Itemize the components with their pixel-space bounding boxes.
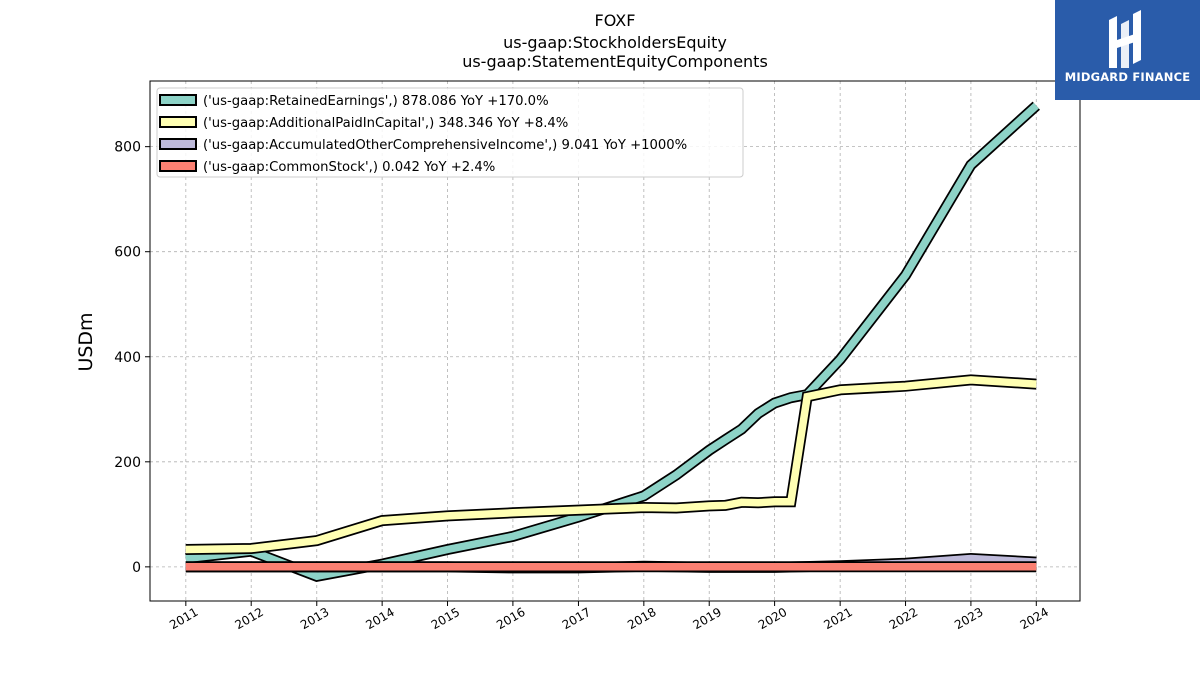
chart-title-line-3: us-gaap:StatementEquityComponents xyxy=(462,52,768,71)
legend-swatch xyxy=(159,94,197,106)
series-layer xyxy=(185,101,1040,582)
legend-label: ('us-gaap:AdditionalPaidInCapital',) 348… xyxy=(203,116,568,131)
y-tick-label: 0 xyxy=(132,560,141,576)
x-tick-label: 2012 xyxy=(232,605,265,632)
x-tick-label: 2018 xyxy=(625,605,658,632)
x-tick-label: 2014 xyxy=(363,605,396,632)
chart-title-line-2: us-gaap:StockholdersEquity xyxy=(503,33,727,52)
legend-swatch xyxy=(159,160,197,172)
y-tick-label: 600 xyxy=(114,245,141,261)
x-tick-label: 2023 xyxy=(952,605,985,632)
midgard-finance-logo: MIDGARD FINANCE xyxy=(1055,0,1200,100)
y-tick-label: 800 xyxy=(114,140,141,156)
x-tick-label: 2013 xyxy=(298,605,331,632)
x-tick-label: 2011 xyxy=(167,605,200,632)
y-tick-label: 200 xyxy=(114,455,141,471)
legend-label: ('us-gaap:CommonStock',) 0.042 YoY +2.4% xyxy=(203,160,495,175)
y-tick-label: 400 xyxy=(114,350,141,366)
x-tick-label: 2022 xyxy=(887,605,920,632)
legend-label: ('us-gaap:RetainedEarnings',) 878.086 Yo… xyxy=(203,94,549,109)
x-tick-label: 2024 xyxy=(1018,605,1051,632)
x-tick-label: 2021 xyxy=(821,605,854,632)
plot-frame xyxy=(149,80,1081,602)
x-tick-label: 2020 xyxy=(756,605,789,632)
legend-label: ('us-gaap:AccumulatedOtherComprehensiveI… xyxy=(203,138,687,153)
y-axis: 0 200 400 600 800 xyxy=(114,140,150,576)
series-line-1 xyxy=(185,376,1037,554)
x-tick-label: 2015 xyxy=(429,605,462,632)
legend-swatch xyxy=(159,138,197,150)
logo-text: MIDGARD FINANCE xyxy=(1064,70,1191,84)
legend-swatch xyxy=(159,116,197,128)
x-tick-label: 2016 xyxy=(494,605,527,632)
x-axis: 2011 2012 2013 2014 2015 2016 2017 2018 2019 2020… xyxy=(167,601,1051,632)
legend: ('us-gaap:RetainedEarnings',) 878.086 Yo… xyxy=(156,87,744,178)
midgard-logo-icon xyxy=(1109,10,1141,68)
x-tick-label: 2019 xyxy=(690,605,723,632)
chart-title: FOXF us-gaap:StockholdersEquity us-gaap:… xyxy=(462,11,768,71)
series-outline-1 xyxy=(185,374,1037,555)
chart-title-line-1: FOXF xyxy=(595,11,636,30)
x-tick-label: 2017 xyxy=(560,605,593,632)
legend-box xyxy=(156,87,744,178)
y-axis-label: USDm xyxy=(75,312,97,371)
